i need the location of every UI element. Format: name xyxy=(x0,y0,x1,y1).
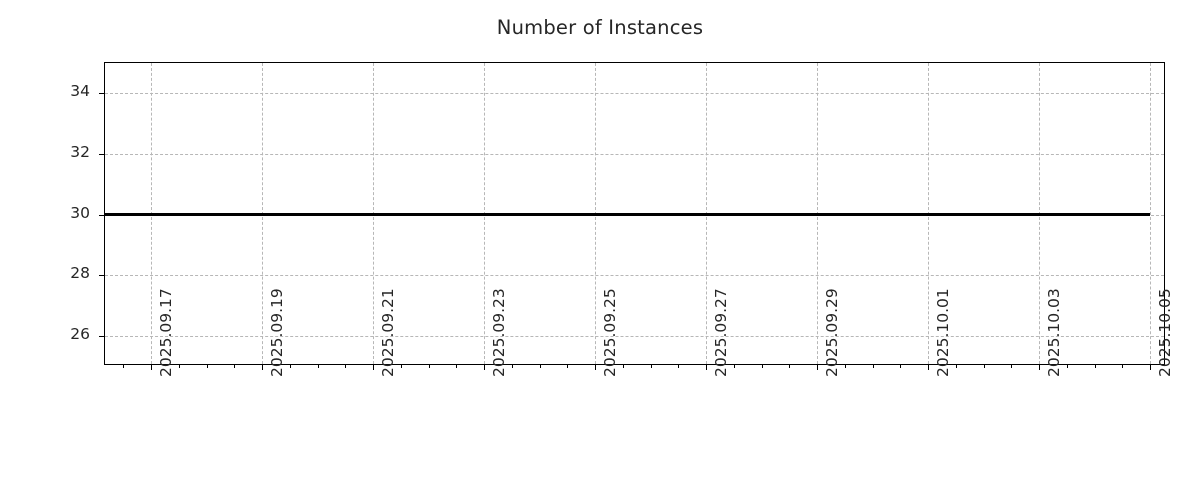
x-axis-minor-tick xyxy=(400,364,402,368)
chart-title: Number of Instances xyxy=(496,16,704,39)
x-axis-minor-tick xyxy=(234,364,236,368)
x-axis-tick-label: 2025.09.21 xyxy=(379,288,397,377)
y-axis-tick xyxy=(99,153,105,155)
gridline-horizontal xyxy=(105,93,1164,95)
x-axis-minor-tick xyxy=(872,364,874,368)
x-axis-minor-tick xyxy=(345,364,347,368)
x-axis-tick xyxy=(151,364,152,370)
x-axis-tick xyxy=(1150,364,1151,370)
x-axis-tick xyxy=(817,364,818,370)
x-axis-minor-tick xyxy=(317,364,319,368)
x-axis-minor-tick xyxy=(678,364,680,368)
data-line-number-of-instances xyxy=(105,213,1150,216)
x-axis-tick xyxy=(484,364,485,370)
x-axis-minor-tick xyxy=(1122,364,1124,368)
x-axis-tick-label: 2025.09.29 xyxy=(823,288,841,377)
y-axis-tick xyxy=(99,335,105,337)
y-axis-tick-label: 30 xyxy=(70,203,90,222)
y-axis-tick xyxy=(99,214,105,216)
x-axis-minor-tick xyxy=(1011,364,1013,368)
x-axis-tick-label: 2025.09.25 xyxy=(601,288,619,377)
x-axis-minor-tick xyxy=(900,364,902,368)
gridline-vertical xyxy=(1150,63,1151,364)
y-axis-tick xyxy=(99,275,105,277)
x-axis-minor-tick xyxy=(844,364,846,368)
x-axis-minor-tick xyxy=(289,364,291,368)
x-axis-tick-label: 2025.09.23 xyxy=(490,288,508,377)
y-axis-tick xyxy=(99,93,105,95)
x-axis-minor-tick xyxy=(650,364,652,368)
x-axis-minor-tick xyxy=(206,364,208,368)
data-series-layer xyxy=(105,63,1164,364)
x-axis-minor-tick xyxy=(983,364,985,368)
y-axis-tick-label: 32 xyxy=(70,142,90,161)
y-axis-tick-label: 34 xyxy=(70,82,90,101)
x-axis-tick xyxy=(595,364,596,370)
x-axis-minor-tick xyxy=(1094,364,1096,368)
x-axis-tick-label: 2025.10.03 xyxy=(1045,288,1063,377)
x-axis-minor-tick xyxy=(567,364,569,368)
x-axis-minor-tick xyxy=(789,364,791,368)
x-axis-tick-label: 2025.10.01 xyxy=(934,288,952,377)
gridline-horizontal xyxy=(105,335,1164,337)
gridline-horizontal xyxy=(105,153,1164,155)
x-axis-minor-tick xyxy=(178,364,180,368)
x-axis-minor-tick xyxy=(539,364,541,368)
y-axis-tick-label: 26 xyxy=(70,324,90,343)
gridline-horizontal xyxy=(105,275,1164,277)
x-axis-minor-tick xyxy=(456,364,458,368)
x-axis-minor-tick xyxy=(955,364,957,368)
x-axis-tick xyxy=(928,364,929,370)
x-axis-tick-label: 2025.09.17 xyxy=(157,288,175,377)
x-axis-minor-tick xyxy=(733,364,735,368)
x-axis-minor-tick xyxy=(428,364,430,368)
plot-area xyxy=(99,62,1165,370)
y-axis-tick-label: 28 xyxy=(70,264,90,283)
x-axis-minor-tick xyxy=(123,364,125,368)
x-axis-minor-tick xyxy=(1066,364,1068,368)
x-axis-tick-label: 2025.09.19 xyxy=(268,288,286,377)
x-axis-minor-tick xyxy=(761,364,763,368)
x-axis-minor-tick xyxy=(511,364,513,368)
x-axis-tick xyxy=(706,364,707,370)
x-axis-tick xyxy=(1039,364,1040,370)
x-axis-tick xyxy=(373,364,374,370)
x-axis-minor-tick xyxy=(622,364,624,368)
x-axis-tick-label: 2025.09.27 xyxy=(712,288,730,377)
x-axis-tick xyxy=(262,364,263,370)
x-axis-tick-label: 2025.10.05 xyxy=(1156,288,1174,377)
